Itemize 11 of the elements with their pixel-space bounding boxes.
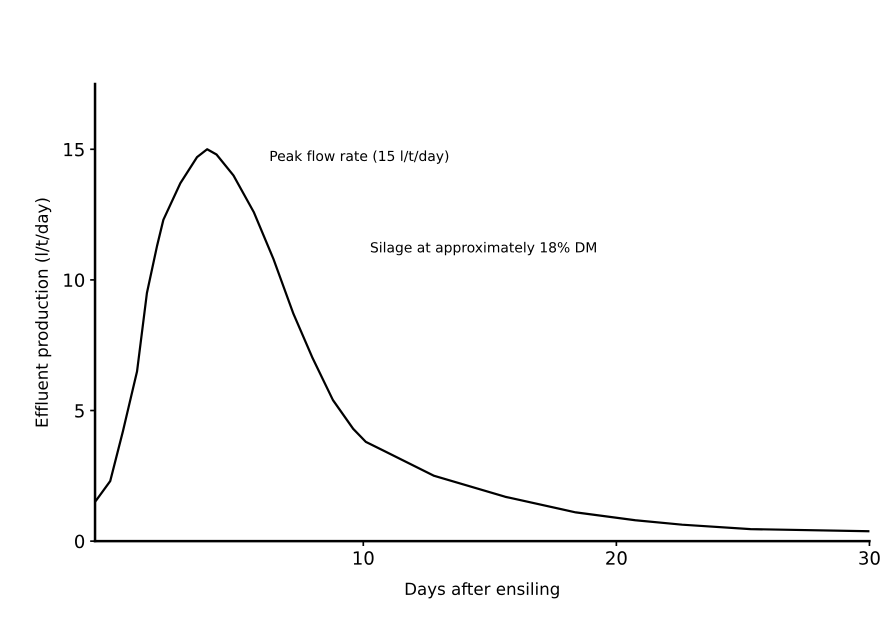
annotation: Peak flow rate (15 l/t/day) xyxy=(270,150,448,164)
x-axis-title: Days after ensiling xyxy=(406,582,559,598)
y-tick-label: 15 xyxy=(64,142,84,156)
y-tick-label: 10 xyxy=(64,273,84,288)
y-axis-title: Effluent production (l/t/day) xyxy=(35,198,52,426)
annotation: Silage at approximately 18% DM xyxy=(370,242,596,256)
x-tick-label: 10 xyxy=(354,551,374,565)
y-tick-label: 5 xyxy=(75,404,84,418)
x-tick-label: 20 xyxy=(606,551,627,565)
x-tick-label: 30 xyxy=(859,551,880,565)
y-tick-label: 0 xyxy=(75,534,84,548)
